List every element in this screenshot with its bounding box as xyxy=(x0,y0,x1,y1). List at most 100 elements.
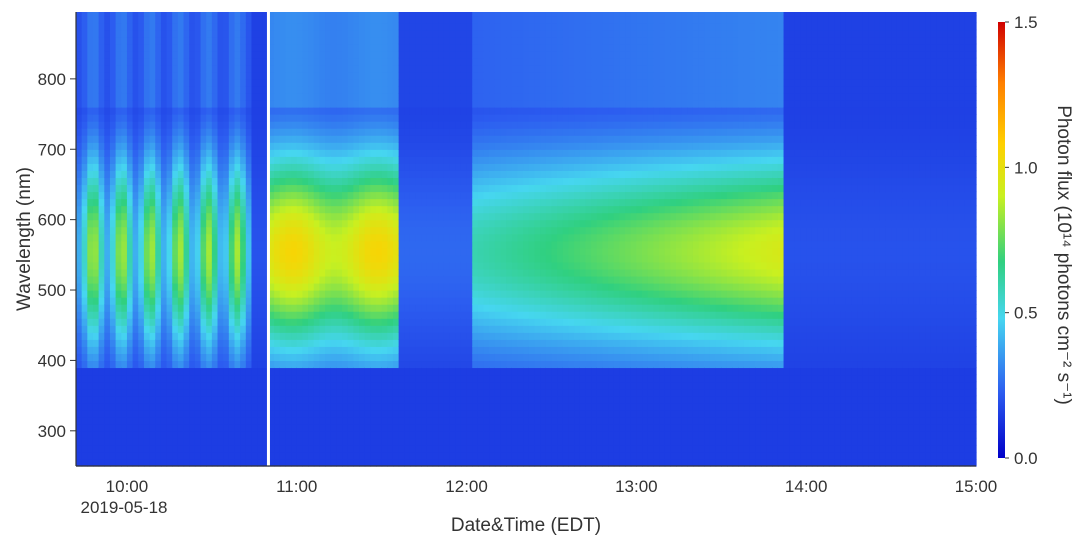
heatmap-cell xyxy=(477,339,485,347)
heatmap-cell xyxy=(404,290,411,298)
heatmap-cell xyxy=(336,57,343,66)
heatmap-cell xyxy=(126,142,134,150)
heatmap-cell xyxy=(279,233,287,242)
heatmap-cell xyxy=(494,170,502,179)
heatmap-cell xyxy=(472,163,479,171)
heatmap-cell xyxy=(274,290,281,298)
heatmap-cell xyxy=(325,332,332,340)
heatmap-cell xyxy=(421,149,428,157)
heatmap-cell xyxy=(217,43,224,52)
heatmap-cell xyxy=(92,64,100,73)
heatmap-cell xyxy=(296,128,304,136)
heatmap-cell xyxy=(296,254,304,263)
heatmap-cell xyxy=(392,360,400,369)
heatmap-cell xyxy=(132,416,139,425)
heatmap-cell xyxy=(449,212,456,221)
heatmap-cell xyxy=(262,290,270,298)
heatmap-cell xyxy=(211,430,219,439)
heatmap-cell xyxy=(443,275,451,284)
heatmap-cell xyxy=(217,50,224,59)
heatmap-cell xyxy=(87,212,94,221)
heatmap-cell xyxy=(104,29,111,38)
heatmap-cell xyxy=(387,12,394,17)
heatmap-cell xyxy=(115,311,122,319)
heatmap-cell xyxy=(268,64,275,73)
heatmap-cell xyxy=(149,388,156,397)
heatmap-cell xyxy=(149,290,156,298)
heatmap-cell xyxy=(489,107,496,115)
heatmap-cell xyxy=(274,233,281,242)
heatmap-cell xyxy=(121,451,128,460)
heatmap-cell xyxy=(257,71,264,80)
heatmap-cell xyxy=(415,353,422,362)
heatmap-cell xyxy=(302,290,309,298)
heatmap-cell xyxy=(126,50,134,59)
heatmap-cell xyxy=(217,163,224,171)
heatmap-cell xyxy=(415,381,422,390)
heatmap-cell xyxy=(98,430,105,439)
heatmap-cell xyxy=(172,128,179,136)
heatmap-cell xyxy=(166,339,173,347)
heatmap-cell xyxy=(302,275,309,284)
heatmap-cell xyxy=(240,212,247,221)
heatmap-cell xyxy=(460,177,468,186)
heatmap-cell xyxy=(76,451,83,460)
heatmap-cell xyxy=(291,184,298,193)
heatmap-cell xyxy=(262,395,270,404)
heatmap-cell xyxy=(274,226,281,235)
heatmap-cell xyxy=(194,240,202,249)
heatmap-cell xyxy=(426,395,434,404)
heatmap-cell xyxy=(472,282,479,291)
heatmap-cell xyxy=(285,135,292,143)
heatmap-cell xyxy=(268,212,275,221)
heatmap-cell xyxy=(240,444,247,453)
heatmap-cell xyxy=(449,50,456,59)
heatmap-cell xyxy=(183,444,190,453)
heatmap-cell xyxy=(319,163,326,171)
heatmap-cell xyxy=(172,261,179,270)
heatmap-cell xyxy=(223,149,230,157)
heatmap-cell xyxy=(206,212,213,221)
heatmap-cell xyxy=(189,22,196,31)
heatmap-cell xyxy=(426,15,434,24)
heatmap-cell xyxy=(160,15,168,24)
heatmap-cell xyxy=(325,71,332,80)
heatmap-cell xyxy=(76,304,83,312)
heatmap-cell xyxy=(177,353,185,362)
heatmap-cell xyxy=(376,374,383,383)
heatmap-cell xyxy=(104,226,111,235)
heatmap-cell xyxy=(296,304,304,312)
heatmap-cell xyxy=(477,135,485,143)
heatmap-cell xyxy=(460,388,468,397)
heatmap-cell xyxy=(477,346,485,354)
heatmap-cell xyxy=(296,135,304,143)
heatmap-cell xyxy=(81,353,88,362)
heatmap-cell xyxy=(200,57,207,66)
heatmap-cell xyxy=(415,339,422,347)
heatmap-cell xyxy=(138,71,145,80)
heatmap-cell xyxy=(206,184,213,193)
heatmap-cell xyxy=(149,381,156,390)
heatmap-cell xyxy=(455,254,462,263)
heatmap-cell xyxy=(342,114,349,122)
heatmap-cell xyxy=(81,184,88,193)
heatmap-cell xyxy=(359,240,366,249)
heatmap-cell xyxy=(460,311,468,319)
heatmap-cell xyxy=(500,261,507,270)
heatmap-cell xyxy=(251,325,258,333)
heatmap-cell xyxy=(472,332,479,340)
heatmap-cell xyxy=(234,297,241,305)
heatmap-cell xyxy=(109,282,117,291)
heatmap-cell xyxy=(81,128,88,136)
heatmap-cell xyxy=(92,85,100,94)
heatmap-cell xyxy=(183,170,190,179)
heatmap-cell xyxy=(177,416,185,425)
heatmap-cell xyxy=(296,121,304,129)
heatmap-cell xyxy=(409,107,417,115)
heatmap-cell xyxy=(155,451,162,460)
heatmap-cell xyxy=(330,437,337,446)
heatmap-cell xyxy=(313,163,320,171)
heatmap-cell xyxy=(477,233,485,242)
heatmap-cell xyxy=(194,395,202,404)
heatmap-cell xyxy=(506,374,513,383)
